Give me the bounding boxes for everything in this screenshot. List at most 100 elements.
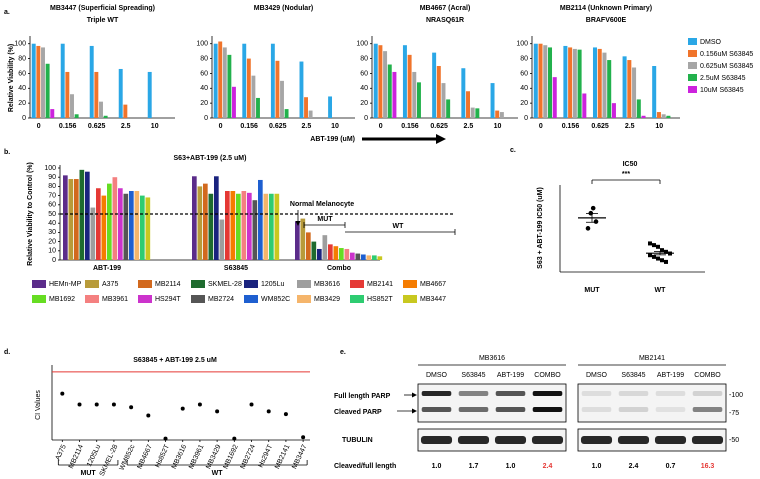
legend-swatch bbox=[403, 280, 417, 288]
data-point bbox=[652, 254, 656, 259]
bar bbox=[407, 54, 412, 118]
y-tick-label: 40 bbox=[360, 85, 368, 92]
bar bbox=[387, 64, 392, 118]
data-point bbox=[652, 243, 656, 248]
bar bbox=[392, 71, 397, 118]
bar bbox=[552, 77, 557, 118]
x-tick-label: 0 bbox=[379, 123, 383, 130]
y-axis-label: Relative Viability (%) bbox=[8, 44, 15, 112]
bar bbox=[123, 104, 128, 118]
data-point bbox=[590, 205, 596, 211]
bar bbox=[602, 52, 607, 118]
band bbox=[495, 407, 526, 412]
bar bbox=[547, 47, 553, 118]
data-point bbox=[249, 402, 254, 407]
bar bbox=[94, 71, 99, 118]
bar bbox=[63, 175, 68, 260]
legend-swatch bbox=[350, 280, 364, 288]
legend-label: MB3447 bbox=[420, 296, 446, 303]
arrow-head bbox=[412, 392, 417, 398]
band bbox=[580, 436, 613, 444]
legend-label: HS294T bbox=[155, 296, 181, 303]
bar bbox=[306, 232, 311, 260]
data-point bbox=[146, 413, 151, 418]
bar bbox=[577, 49, 582, 118]
bar bbox=[252, 200, 258, 260]
bar bbox=[656, 112, 661, 118]
bar bbox=[446, 99, 451, 118]
legend-label: 0.156uM S63845 bbox=[700, 51, 753, 58]
y-axis-label: S63 + ABT-199 IC50 (uM) bbox=[537, 187, 544, 269]
legend-label: 10uM S63845 bbox=[700, 87, 744, 94]
bar bbox=[432, 52, 437, 118]
bar bbox=[339, 248, 344, 260]
bar bbox=[208, 193, 214, 260]
bar bbox=[36, 45, 41, 118]
y-tick-label: 70 bbox=[48, 192, 56, 199]
cell-line-label: MB2141 bbox=[639, 355, 665, 362]
lane-label: DMSO bbox=[586, 372, 608, 379]
bar bbox=[60, 43, 65, 118]
y-tick-label: 60 bbox=[200, 70, 208, 77]
legend-swatch bbox=[244, 295, 258, 303]
data-point bbox=[648, 253, 652, 258]
y-tick-label: 20 bbox=[200, 100, 208, 107]
bar bbox=[246, 58, 251, 118]
y-tick-label: 60 bbox=[18, 70, 26, 77]
ratio-label: Cleaved/full length bbox=[334, 463, 396, 470]
marker-label: -50 bbox=[729, 437, 739, 444]
x-tick-label: 0.156 bbox=[240, 123, 258, 130]
legend-label: SKMEL-28 bbox=[208, 281, 242, 288]
annotation: Normal Melanocyte bbox=[290, 201, 354, 208]
band bbox=[531, 436, 564, 444]
band bbox=[420, 436, 453, 444]
bar bbox=[236, 193, 241, 260]
annotation: MUT bbox=[317, 216, 333, 223]
bar bbox=[563, 45, 568, 118]
group-label: MUT bbox=[81, 470, 97, 477]
bar bbox=[308, 110, 313, 118]
y-tick-label: 80 bbox=[200, 55, 208, 62]
bar bbox=[378, 45, 383, 119]
bar bbox=[607, 60, 612, 118]
bar bbox=[412, 71, 417, 118]
group-label: WT bbox=[212, 470, 224, 477]
bar bbox=[123, 193, 129, 260]
bar bbox=[227, 54, 232, 118]
legend-label: MB2724 bbox=[208, 296, 234, 303]
bar bbox=[533, 43, 538, 118]
lane-label: ABT-199 bbox=[497, 372, 524, 379]
bar bbox=[636, 99, 641, 118]
y-tick-label: 20 bbox=[360, 100, 368, 107]
bar bbox=[311, 241, 317, 260]
data-point bbox=[660, 258, 664, 263]
legend-swatch bbox=[32, 280, 46, 288]
bar bbox=[118, 68, 123, 118]
y-tick-label: 0 bbox=[22, 115, 26, 122]
data-point bbox=[585, 226, 591, 231]
data-point bbox=[283, 412, 288, 417]
band bbox=[655, 391, 686, 396]
legend-label: HEMn-MP bbox=[49, 281, 82, 288]
bar bbox=[251, 75, 256, 118]
ratio-value: 1.0 bbox=[592, 463, 602, 470]
bar bbox=[112, 177, 118, 260]
legend-label: WM852C bbox=[261, 296, 290, 303]
y-tick-label: 0 bbox=[204, 115, 208, 122]
bar bbox=[582, 93, 587, 118]
bar bbox=[230, 191, 236, 260]
bar bbox=[280, 80, 284, 118]
x-tick-label: 0 bbox=[219, 123, 223, 130]
x-tick-label: 10 bbox=[494, 123, 502, 130]
bar bbox=[103, 115, 108, 118]
bar bbox=[299, 61, 304, 118]
legend-label: HS852T bbox=[367, 296, 393, 303]
y-tick-label: 30 bbox=[48, 229, 56, 236]
y-tick-label: 0 bbox=[52, 257, 56, 264]
bar bbox=[219, 219, 225, 260]
data-point bbox=[197, 402, 202, 407]
ratio-value: 0.7 bbox=[666, 463, 676, 470]
subplot-title: MB2114 (Unknown Primary) bbox=[560, 5, 652, 12]
y-tick-label: 20 bbox=[18, 100, 26, 107]
